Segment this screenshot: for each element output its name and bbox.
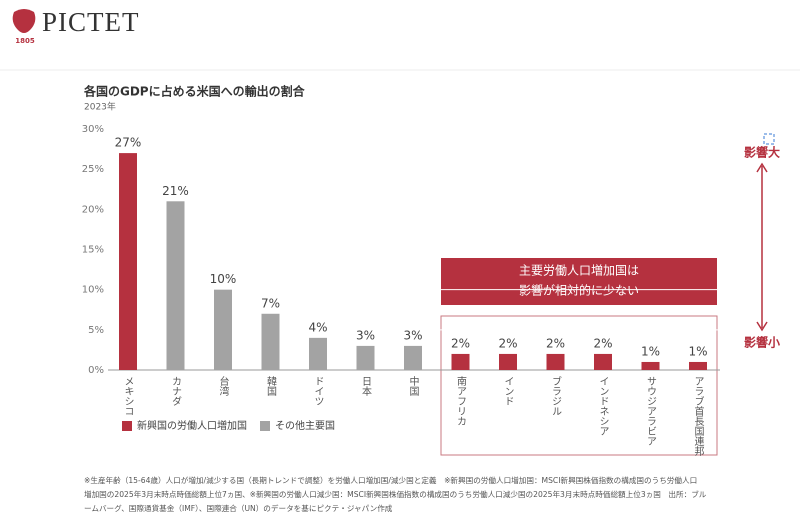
arrow-heads [756,162,768,332]
value-label: 10% [210,272,237,286]
bar [356,345,375,370]
value-label: 2% [593,336,612,350]
bar [261,313,280,370]
x-tick-label: インド [502,376,514,406]
y-tick-label: 0% [88,365,104,376]
value-label: 2% [498,336,517,350]
bar [166,201,185,370]
logo-emblem [12,9,36,33]
logo-text[interactable]: PICTET [42,7,140,37]
logo-year: 1805 [15,37,35,45]
value-label: 2% [451,336,470,350]
bar [119,153,137,370]
impact-high: 影響大 [744,145,780,160]
x-tick-label: 南アフリカ [455,375,467,426]
value-label: 2% [546,336,565,350]
impact-low: 影響小 [744,335,780,350]
x-tick-label: 韓国 [265,376,277,397]
x-tick-label: カナダ [170,376,182,406]
y-tick-label: 15% [82,245,104,256]
bar [404,345,422,370]
y-tick-label: 10% [82,285,104,296]
bar [309,337,327,370]
y-tick-label: 5% [88,325,104,336]
bar [641,361,660,370]
x-tick-label: ドイツ [312,376,324,406]
chart-subtitle: 2023年 [84,101,116,113]
value-label: 3% [403,328,422,342]
x-tick-label: アラブ首長国連邦 [692,376,704,457]
value-label: 21% [162,184,189,198]
legend-swatch [260,421,270,431]
expand-icon[interactable] [763,133,775,145]
legend-label: 新興国の労働人口増加国 [137,419,247,432]
y-tick-label: 25% [82,164,104,175]
x-tick-label: ブラジル [550,375,562,416]
annotation-box [441,258,717,305]
x-tick-label: 日本 [360,376,372,397]
value-label: 4% [308,320,327,334]
footnote: 増加国の2025年3月末時点時価総額上位7ヵ国、※新興国の労働人口減少国：MSC… [84,489,707,499]
value-label: 1% [641,344,660,358]
x-tick-label: 中国 [407,375,419,397]
bar [594,353,612,370]
x-tick-label: インドネシア [597,376,609,436]
footnote: ※生産年齢（15-64歳）人口が増加/減少する国（長期トレンドで調整）を労働人口… [84,475,697,485]
y-tick-label: 30% [82,124,104,135]
value-label: 27% [115,136,142,150]
x-tick-label: 台湾 [217,375,229,397]
legend-label: その他主要国 [275,419,335,432]
x-tick-label: サウジアラビア [645,376,657,446]
value-label: 1% [688,344,707,358]
highlight-frame [440,315,718,456]
bar [546,353,565,370]
bar [499,353,517,370]
annotation-text: 主要労働人口増加国は [519,264,639,278]
bar [689,361,707,370]
y-tick-label: 20% [82,204,104,215]
value-label: 3% [356,328,375,342]
bar [214,289,232,370]
chart-title: 各国のGDPに占める米国への輸出の割合 [83,84,306,99]
value-label: 7% [261,296,280,310]
footnote: ームバーグ、国際通貨基金（IMF）、国際連合（UN）のデータを基にピクテ・ジャパ… [84,503,393,513]
x-tick-label: メキシコ [122,376,133,416]
legend-swatch [122,421,132,431]
bar [451,353,470,370]
